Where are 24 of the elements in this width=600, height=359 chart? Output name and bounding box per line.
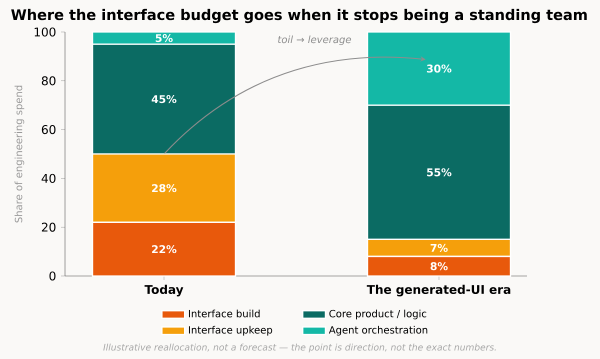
annotation: toil → leverage [278, 35, 352, 46]
text: Illustrative reallocation, not a forecast — the point is direction, not the exact numbers. [103, 344, 496, 352]
legend-label: Interface build [188, 310, 260, 318]
legend-label: Agent orchestration [328, 326, 428, 336]
data-label: 8% [430, 262, 448, 270]
data-label: 5% [156, 34, 173, 42]
data-label: 7% [430, 244, 448, 252]
x-tick-label: Today [144, 284, 184, 296]
data-label: 30% [426, 64, 452, 73]
data-label: 45% [152, 95, 176, 104]
y-tick-label: 100 [34, 27, 56, 37]
x-tick-label: The generated-UI era [366, 284, 510, 296]
y-tick-label: 40 [42, 174, 56, 183]
chart-title: Where the interface budget goes when it stops being a standing team [11, 8, 587, 24]
legend-label: Interface upkeep [188, 326, 272, 336]
data-label: 22% [152, 245, 176, 254]
data-label: 28% [152, 184, 176, 192]
y-tick-label: 80 [42, 76, 56, 86]
legend-label: Core product / logic [329, 310, 426, 320]
y-tick-label: 60 [42, 125, 56, 134]
y-tick-label: 0 [49, 271, 56, 281]
data-label: 55% [427, 168, 452, 176]
y-axis-title: Share of engineering spend [14, 86, 24, 222]
y-tick-label: 20 [42, 222, 56, 232]
